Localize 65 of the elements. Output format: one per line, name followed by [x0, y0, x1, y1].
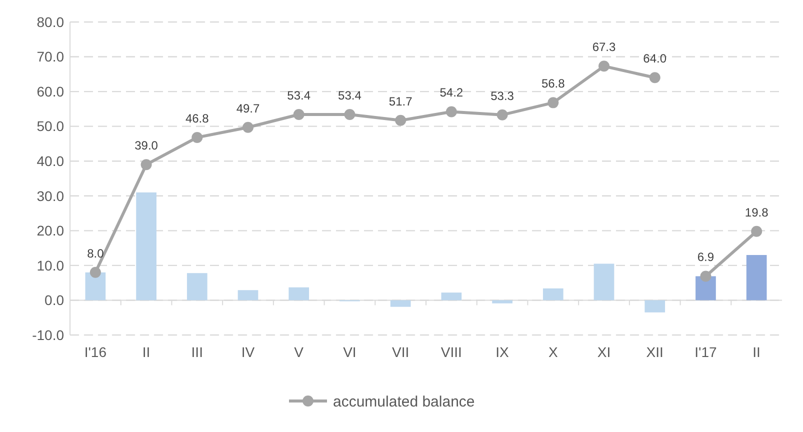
data-label: 49.7: [236, 101, 260, 116]
x-tick-label: IV: [241, 344, 256, 360]
point: [446, 106, 457, 118]
data-label: 51.7: [388, 94, 413, 108]
x-tick-label: II: [142, 344, 150, 360]
y-tick-label: 50.0: [36, 118, 64, 134]
data-label: 56.8: [541, 76, 566, 91]
y-tick-label: -10.0: [32, 326, 64, 343]
x-tick-label: VII: [392, 344, 410, 360]
point: [649, 72, 660, 84]
x-tick-label: I'16: [84, 344, 107, 360]
data-label: 6.9: [697, 250, 714, 264]
data-label: 39.0: [134, 138, 158, 153]
bar: [696, 276, 716, 300]
bar: [441, 292, 462, 300]
point: [700, 270, 712, 282]
x-tick-label: III: [191, 344, 203, 360]
point: [140, 159, 152, 170]
data-label: 46.8: [185, 111, 210, 126]
data-label: 54.2: [440, 86, 464, 100]
x-tick-label: II: [752, 344, 760, 360]
data-label: 53.4: [338, 88, 362, 103]
point: [496, 109, 508, 120]
bar: [594, 264, 614, 300]
y-tick-label: 40.0: [36, 153, 64, 170]
x-tick-label: V: [294, 344, 304, 360]
point: [548, 97, 559, 108]
point: [293, 109, 304, 120]
x-tick-label: X: [548, 344, 558, 360]
point: [598, 60, 610, 72]
bar: [746, 255, 767, 300]
bar: [288, 287, 310, 300]
bar: [542, 288, 564, 300]
legend-label: accumulated balance: [333, 393, 475, 410]
x-tick-label: XII: [646, 344, 664, 360]
data-label: 53.4: [287, 88, 311, 103]
point: [395, 114, 406, 126]
point: [344, 109, 356, 120]
data-label: 8.0: [87, 246, 104, 260]
bar: [644, 300, 666, 312]
y-tick-label: 30.0: [36, 188, 64, 204]
bar: [492, 300, 512, 304]
bar: [390, 300, 411, 307]
data-label: 19.8: [744, 205, 769, 220]
x-tick-label: I'17: [694, 344, 717, 360]
x-tick-label: VI: [343, 344, 356, 360]
x-tick-label: VIII: [440, 344, 462, 360]
y-tick-label: 20.0: [36, 222, 64, 239]
data-label: 67.3: [592, 40, 616, 54]
point: [192, 132, 203, 143]
x-tick-label: IX: [496, 344, 510, 360]
x-tick-label: XI: [597, 344, 611, 360]
data-label: 53.3: [490, 88, 514, 103]
y-tick-label: 0.0: [44, 292, 64, 308]
point: [751, 226, 762, 237]
data-label: 64.0: [643, 52, 667, 66]
y-tick-label: 10.0: [36, 257, 64, 274]
point: [242, 122, 254, 133]
bar: [136, 192, 156, 300]
bar: [186, 273, 208, 300]
bar: [238, 290, 258, 300]
y-tick-label: 60.0: [36, 83, 64, 100]
y-tick-label: 80.0: [36, 14, 64, 30]
y-tick-label: 70.0: [36, 48, 64, 65]
point: [90, 266, 101, 278]
